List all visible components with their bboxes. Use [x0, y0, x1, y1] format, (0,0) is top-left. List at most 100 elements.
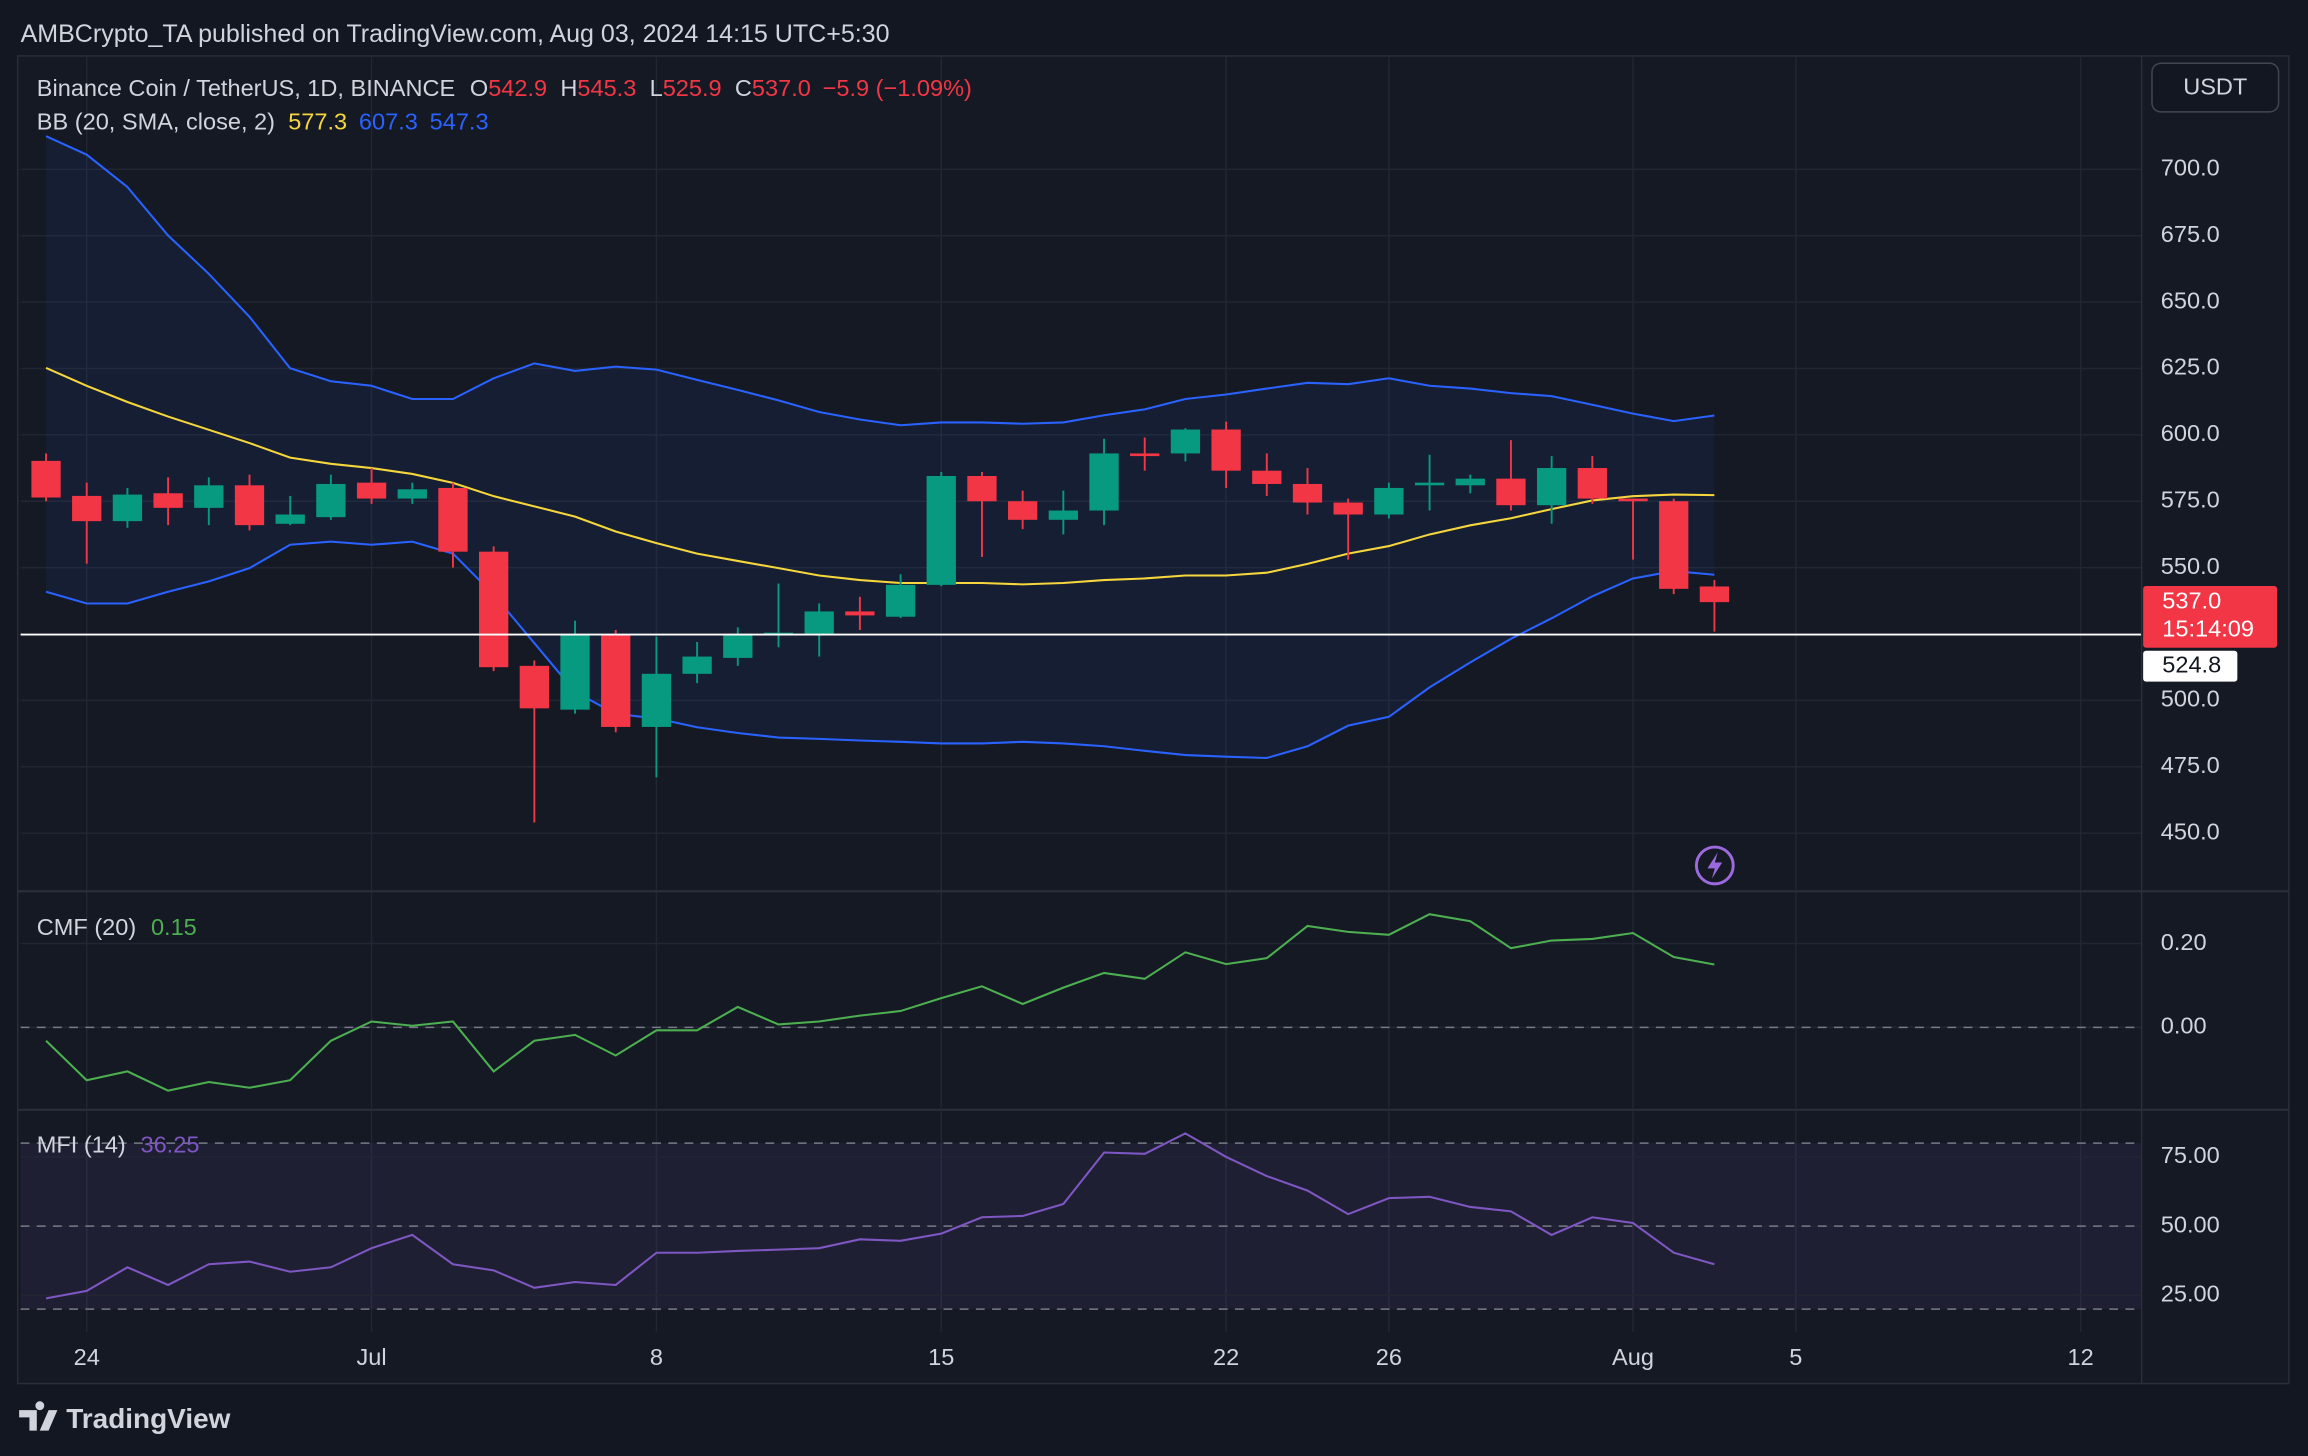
price-change: −5.9 (−1.09%) [823, 75, 972, 101]
y-tick-label: 25.00 [2161, 1280, 2220, 1306]
ohlc-letter: H [560, 75, 577, 101]
candle-body [356, 482, 387, 499]
candle-body [1007, 501, 1038, 520]
tv-logo [19, 1401, 58, 1431]
y-tick-label: 0.00 [2161, 1013, 2207, 1039]
y-tick-label: 675.0 [2161, 221, 2220, 247]
main-legend: Binance Coin / TetherUS, 1D, BINANCE O542… [37, 75, 972, 101]
countdown-label: 15:14:09 [2162, 615, 2254, 641]
candle-body [1333, 502, 1363, 515]
indicator-line [45, 367, 1715, 586]
currency-label: USDT [2183, 74, 2247, 100]
candle-body [967, 476, 997, 502]
candle-body [926, 476, 956, 585]
ohlc-value: 537.0 [752, 75, 811, 101]
candle-body [1048, 510, 1078, 520]
x-tick-label: Jul [357, 1344, 387, 1370]
candle-body [682, 656, 712, 674]
indicator-line [45, 1132, 1715, 1300]
ohlc-letter: L [650, 75, 663, 101]
y-tick-label: 50.00 [2161, 1211, 2220, 1237]
cmf-title: CMF (20) [37, 914, 136, 940]
indicator-line [45, 135, 1715, 427]
candle-body [641, 673, 672, 727]
ohlc-letter: C [735, 75, 752, 101]
bb-value: 547.3 [430, 109, 489, 135]
y-tick-label: 550.0 [2161, 553, 2220, 579]
alert-bolt [1707, 852, 1723, 879]
alert-circle [1694, 845, 1735, 886]
y-tick-label: 75.00 [2161, 1142, 2220, 1168]
plot-layer: 450.0475.0500.0525.0550.0575.0600.0625.0… [20, 55, 2278, 1370]
candle-body [1130, 453, 1160, 457]
indicator-line [45, 913, 1715, 1092]
candle-body [112, 494, 143, 522]
candle-body [845, 611, 875, 616]
y-tick-label: 700.0 [2161, 155, 2220, 181]
ohlc-value: 545.3 [577, 75, 636, 101]
candle-body [31, 460, 61, 498]
currency-button[interactable] [2151, 62, 2280, 113]
candle-body [153, 493, 183, 508]
candle-body [1252, 470, 1282, 484]
symbol-title: Binance Coin / TetherUS, 1D, BINANCE [37, 75, 455, 101]
candle-body [1374, 487, 1404, 515]
candle-body [1577, 468, 1607, 499]
candle-body [804, 611, 834, 636]
x-tick-label: 8 [650, 1344, 663, 1370]
candle-body [1089, 453, 1119, 511]
chart-frame [16, 55, 2290, 1385]
ohlc-value: 525.9 [663, 75, 722, 101]
mfi-title: MFI (14) [37, 1132, 126, 1158]
candle-body [316, 483, 346, 518]
candle-body [1211, 429, 1241, 471]
cmf-legend: CMF (20) 0.15 [37, 914, 197, 940]
bb-value: 607.3 [359, 109, 418, 135]
cmf-value: 0.15 [151, 914, 197, 940]
y-tick-label: 0.20 [2161, 929, 2207, 955]
candle-body [1292, 483, 1323, 503]
bb-title: BB (20, SMA, close, 2) [37, 109, 275, 135]
x-tick-label: 15 [928, 1344, 954, 1370]
y-tick-label: 600.0 [2161, 420, 2220, 446]
y-tick-label: 625.0 [2161, 354, 2220, 380]
candle-body [275, 514, 305, 524]
mfi-value: 36.25 [140, 1132, 199, 1158]
logo-mark [19, 1401, 58, 1431]
candle-body [234, 485, 265, 526]
candle-body [885, 584, 916, 617]
candle-body [723, 635, 753, 658]
alert-icon[interactable] [1694, 845, 1735, 886]
y-tick-label: 500.0 [2161, 686, 2220, 712]
candle-body [560, 633, 590, 710]
y-tick-label: 650.0 [2161, 287, 2220, 313]
candle-body [519, 665, 549, 709]
candle-body [479, 551, 509, 668]
candle-body [1536, 468, 1567, 506]
x-tick-label: 12 [2068, 1344, 2094, 1370]
bb-fill [46, 136, 1715, 758]
y-tick-label: 450.0 [2161, 818, 2220, 844]
candle-body [601, 633, 631, 727]
candle-body [1414, 482, 1445, 486]
candle-body [438, 487, 468, 552]
x-tick-label: Aug [1612, 1344, 1654, 1370]
price-line-tag [2143, 650, 2238, 682]
candle-body [1170, 429, 1201, 454]
candle-body [1496, 478, 1526, 506]
bb-legend: BB (20, SMA, close, 2) 577.3 607.3 547.3 [37, 109, 489, 135]
footer-brand: TradingView [66, 1403, 230, 1434]
x-tick-label: 22 [1213, 1344, 1239, 1370]
candle-body [397, 489, 427, 499]
x-tick-label: 26 [1376, 1344, 1402, 1370]
candle-body [1618, 498, 1648, 502]
candle-body [1659, 501, 1689, 589]
candle-body [1455, 478, 1485, 486]
x-tick-label: 5 [1789, 1344, 1802, 1370]
mfi-legend: MFI (14) 36.25 [37, 1132, 200, 1158]
candle-body [72, 495, 102, 522]
candle-body [1699, 586, 1730, 603]
candle-body [194, 485, 224, 508]
ohlc-letter: O [470, 75, 488, 101]
